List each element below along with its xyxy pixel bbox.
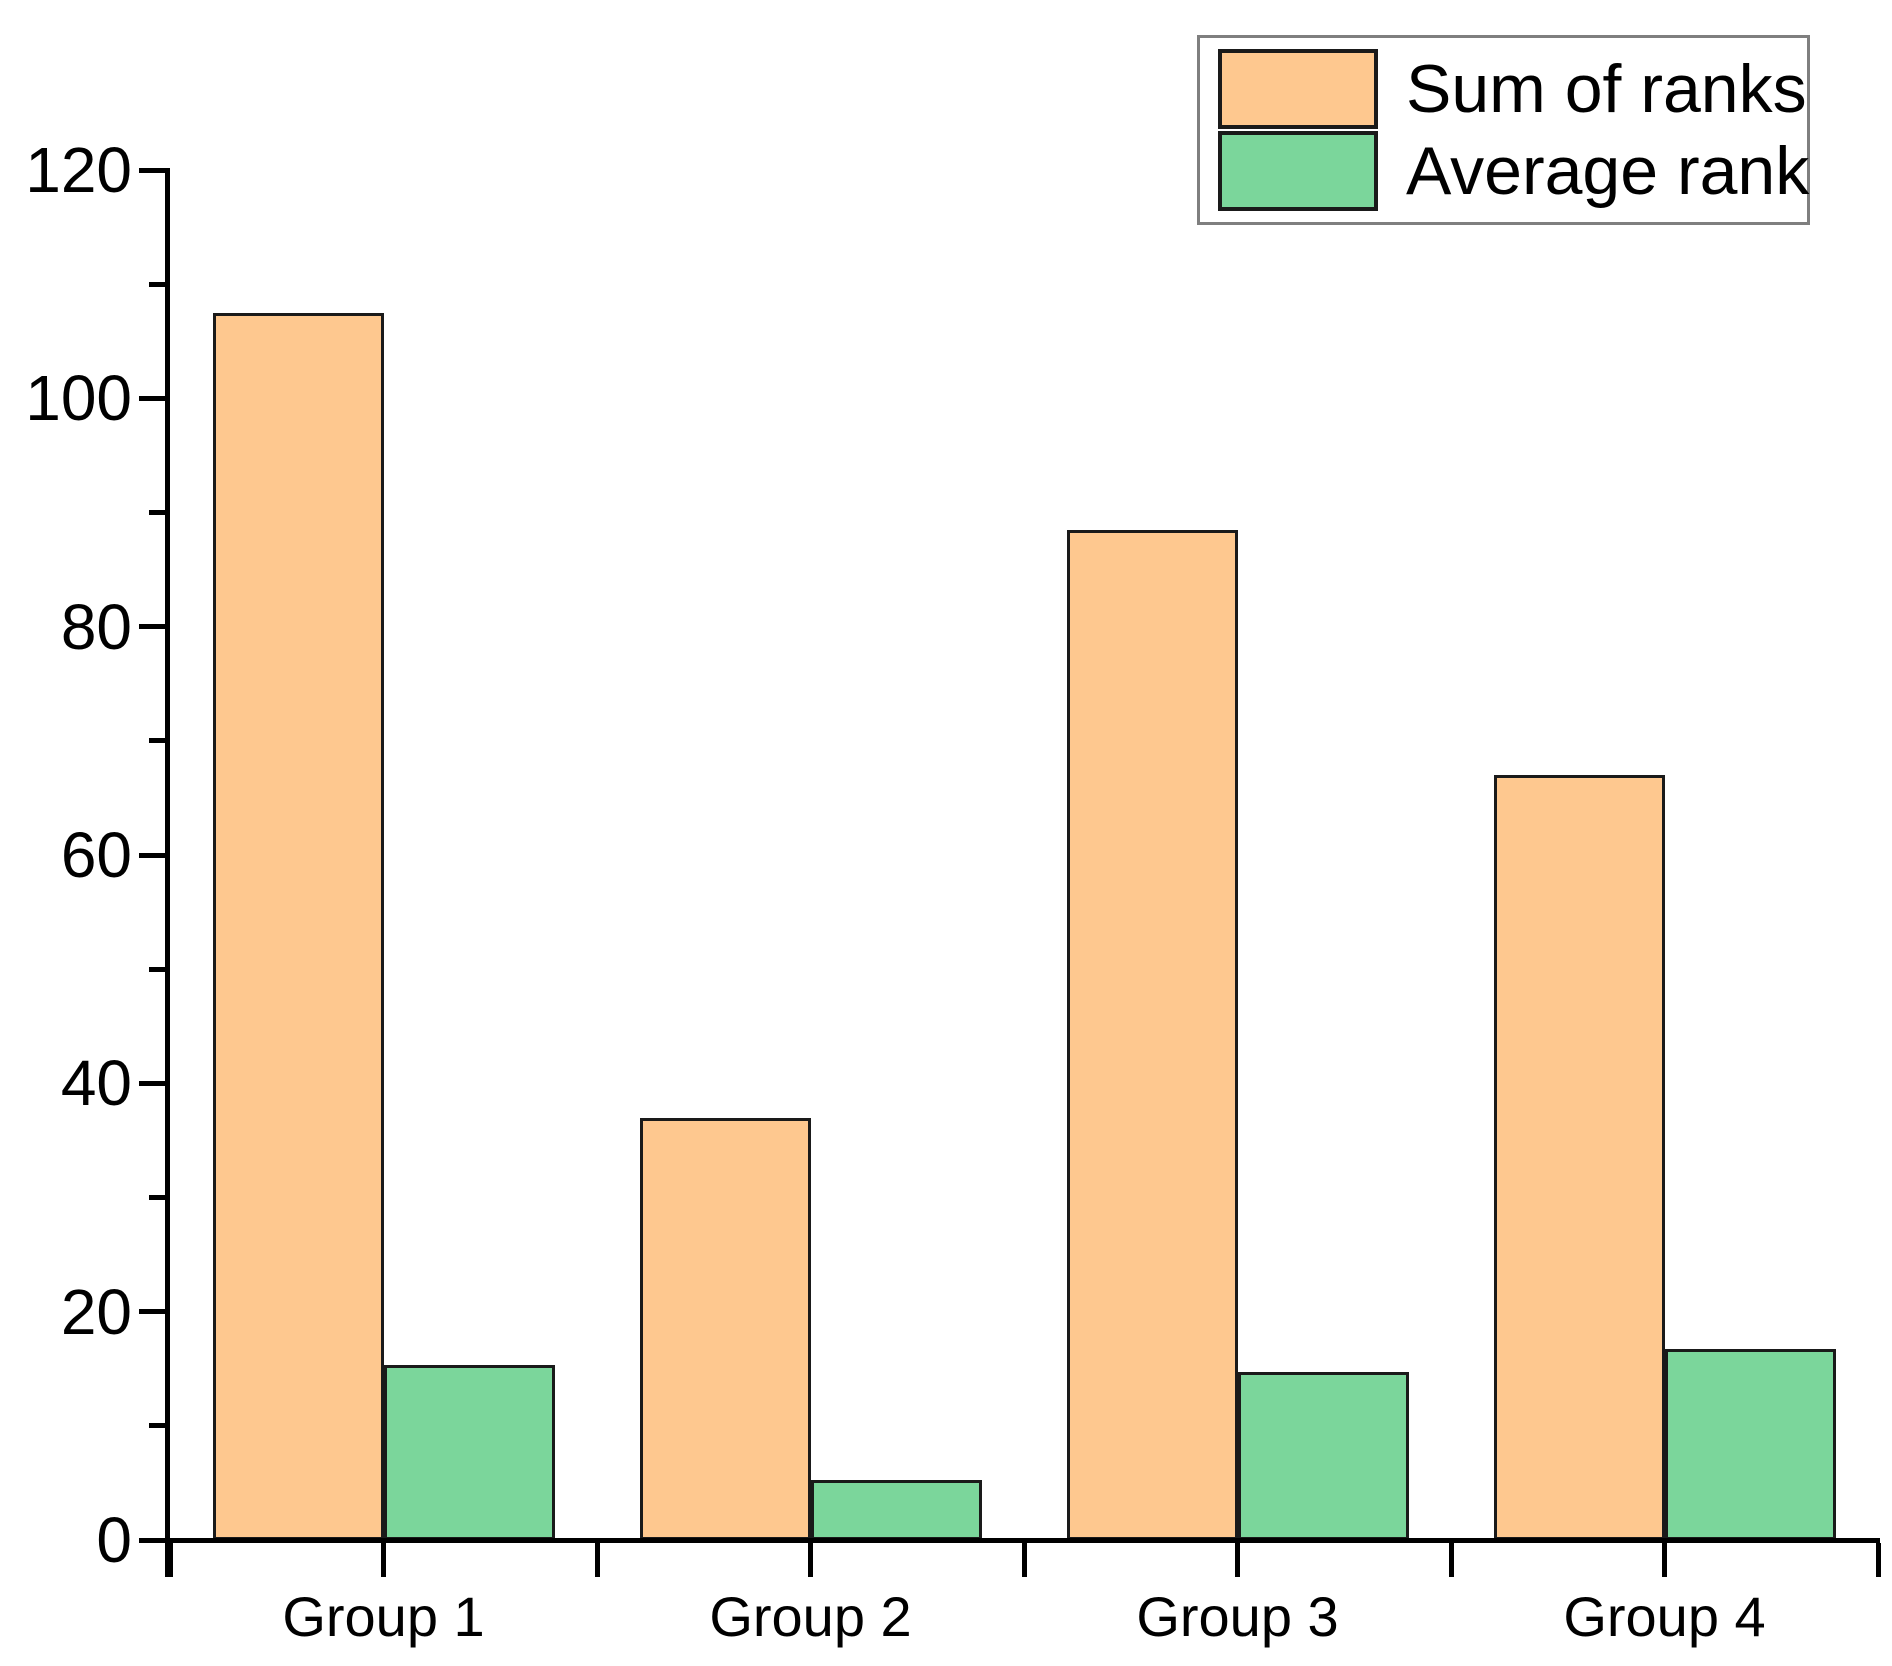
- y-minor-tick: [149, 510, 165, 515]
- legend-item-sum-of-ranks: Sum of ranks: [1218, 49, 1807, 129]
- x-boundary-tick: [1875, 1543, 1881, 1577]
- bar-sum-of-ranks-group-3: [1066, 529, 1238, 1540]
- x-axis: [165, 1538, 1880, 1543]
- y-tick-label: 120: [25, 134, 132, 206]
- x-boundary-tick: [1448, 1543, 1454, 1577]
- legend-swatch-average-rank: [1218, 131, 1378, 211]
- y-major-tick: [139, 395, 165, 401]
- y-major-tick: [139, 167, 165, 173]
- x-tick-label-group-3: Group 3: [1136, 1585, 1339, 1648]
- y-minor-tick: [149, 281, 165, 287]
- legend-swatch-sum-of-ranks: [1218, 49, 1378, 129]
- y-minor-tick: [149, 738, 165, 744]
- bar-sum-of-ranks-group-2: [639, 1117, 811, 1540]
- x-boundary-tick: [594, 1543, 600, 1577]
- bar-sum-of-ranks-group-4: [1493, 775, 1665, 1540]
- y-major-tick: [139, 852, 165, 858]
- x-center-tick: [1235, 1543, 1240, 1577]
- bar-average-rank-group-4: [1664, 1348, 1836, 1540]
- y-tick-label: 100: [25, 362, 132, 435]
- y-minor-tick: [149, 1195, 165, 1200]
- y-tick-label: 0: [96, 1504, 132, 1576]
- y-tick-label: 40: [60, 1047, 132, 1120]
- bar-sum-of-ranks-group-1: [212, 312, 384, 1540]
- x-boundary-tick: [167, 1543, 173, 1577]
- x-tick-label-group-2: Group 2: [709, 1585, 912, 1648]
- x-center-tick: [381, 1543, 386, 1577]
- x-boundary-tick: [1021, 1543, 1027, 1577]
- y-major-tick: [139, 1309, 165, 1315]
- legend-label-sum-of-ranks: Sum of ranks: [1406, 51, 1807, 127]
- y-major-tick: [139, 1537, 165, 1543]
- y-minor-tick: [149, 1423, 165, 1429]
- y-axis: [165, 168, 170, 1577]
- bar-average-rank-group-3: [1237, 1371, 1409, 1540]
- x-center-tick: [808, 1543, 813, 1577]
- y-tick-label: 80: [60, 590, 132, 663]
- legend-label-average-rank: Average rank: [1406, 133, 1810, 209]
- y-minor-tick: [149, 966, 165, 972]
- bar-average-rank-group-1: [383, 1364, 555, 1540]
- legend: Sum of ranks Average rank: [1197, 35, 1810, 225]
- y-tick-label: 20: [60, 1275, 132, 1348]
- y-major-tick: [139, 1080, 165, 1086]
- legend-item-average-rank: Average rank: [1218, 131, 1809, 211]
- y-major-tick: [139, 624, 165, 630]
- bar-average-rank-group-2: [810, 1479, 982, 1540]
- x-center-tick: [1662, 1543, 1667, 1577]
- x-tick-label-group-4: Group 4: [1563, 1585, 1766, 1648]
- x-tick-label-group-1: Group 1: [282, 1585, 485, 1648]
- y-tick-label: 60: [60, 819, 132, 891]
